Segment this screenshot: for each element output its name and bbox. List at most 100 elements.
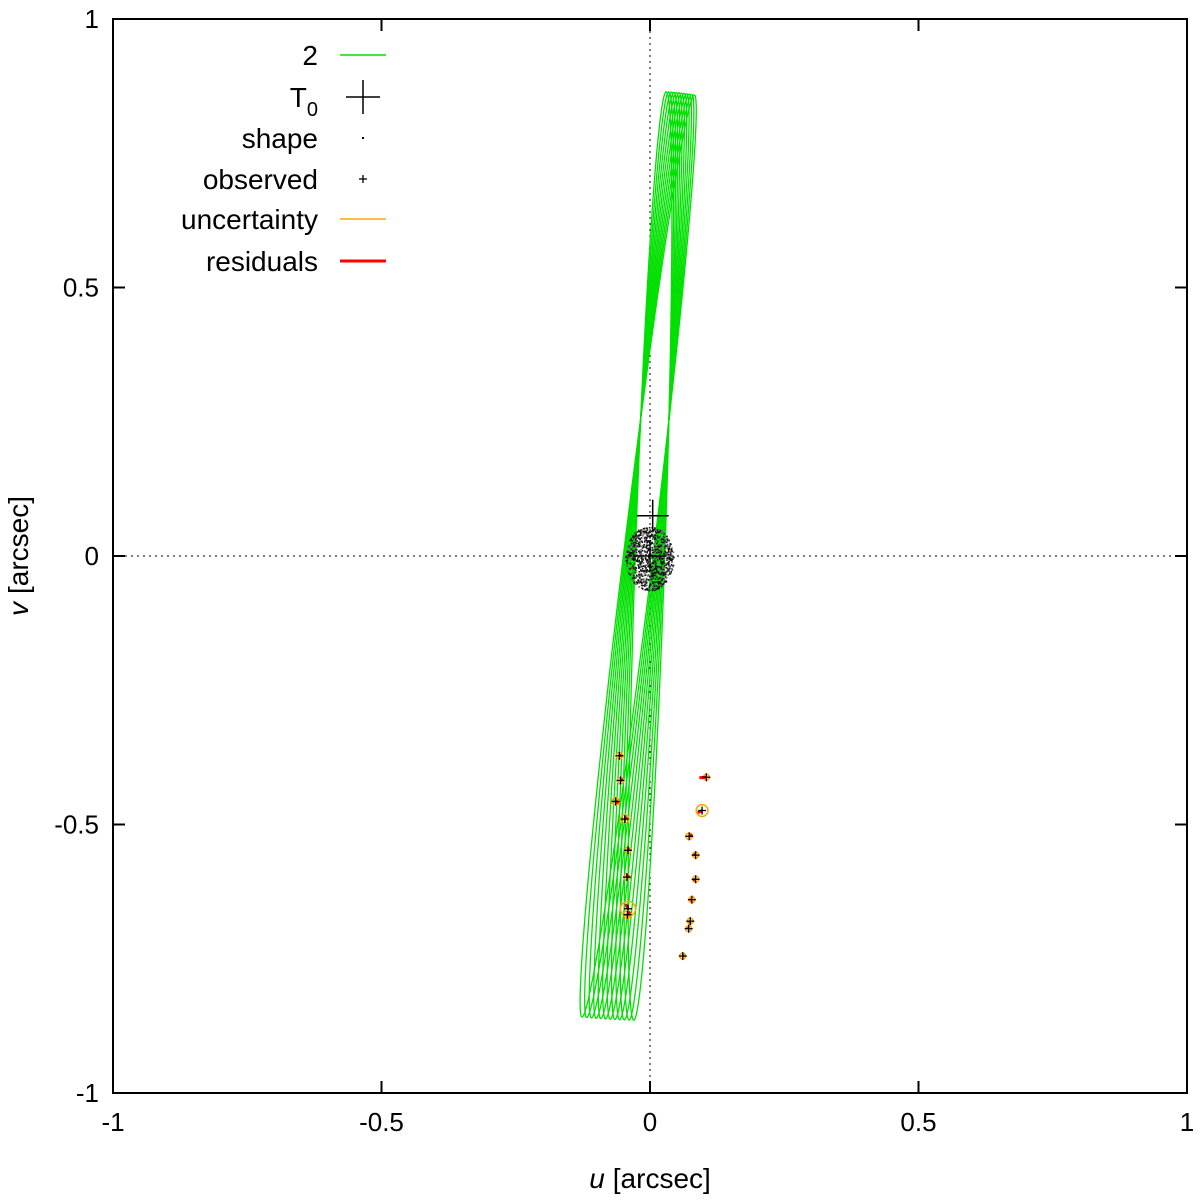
- shape-dot: [640, 579, 643, 581]
- observed-point: [623, 846, 632, 855]
- shape-dot: [639, 542, 641, 545]
- shape-dot: [635, 532, 638, 534]
- shape-dot: [646, 536, 648, 539]
- legend-entry: T0: [290, 80, 380, 121]
- shape-dot: [666, 539, 669, 542]
- shape-dot: [654, 583, 656, 586]
- shape-dot: [634, 535, 637, 537]
- orbit-ellipse: [588, 93, 693, 1019]
- shape-dot: [659, 545, 661, 547]
- shape-dot: [646, 535, 649, 537]
- shape-dot: [639, 575, 642, 577]
- shape-dot: [633, 577, 636, 579]
- shape-dot: [652, 550, 655, 553]
- observed-point: [684, 924, 693, 933]
- shape-dot: [653, 560, 655, 563]
- observed-point: [699, 773, 711, 782]
- shape-dot: [635, 575, 638, 578]
- shape-dot: [639, 538, 641, 541]
- shape-dot: [630, 572, 633, 575]
- observed-point: [622, 873, 631, 882]
- shape-dot: [629, 555, 632, 558]
- shape-dot: [643, 572, 646, 575]
- shape-dot: [661, 563, 663, 566]
- shape-dot: [664, 562, 667, 565]
- shape-dot: [651, 562, 654, 565]
- shape-dot: [630, 554, 632, 557]
- shape-dot: [658, 554, 661, 556]
- shape-dot: [652, 574, 654, 577]
- shape-dot: [635, 581, 638, 583]
- shape-dot: [641, 528, 643, 531]
- shape-dot: [645, 584, 647, 586]
- uncertainty-circle: [619, 814, 630, 825]
- shape-dot: [651, 586, 654, 588]
- shape-dot: [629, 567, 632, 570]
- shape-dot: [659, 568, 662, 571]
- shape-dot: [671, 564, 674, 567]
- y-tick-label: 1: [85, 4, 99, 34]
- shape-dot: [650, 584, 653, 587]
- shape-dot: [645, 558, 647, 561]
- shape-dot: [647, 556, 650, 558]
- shape-dot: [657, 536, 659, 539]
- shape-dot: [654, 541, 656, 543]
- shape-dot: [638, 566, 641, 569]
- shape-dot: [646, 551, 648, 554]
- shape-dot: [639, 553, 642, 555]
- shape-dot: [650, 530, 653, 533]
- shape-dot: [655, 529, 658, 531]
- shape-dot: [668, 562, 670, 565]
- shape-dot: [633, 545, 635, 548]
- shape-dot: [644, 551, 646, 553]
- shape-dot: [666, 553, 668, 555]
- shape-dot: [629, 551, 631, 554]
- shape-dot: [657, 577, 660, 579]
- shape-dot: [639, 573, 641, 575]
- shape-dot: [645, 582, 648, 584]
- shape-dot: [640, 570, 643, 572]
- shape-dot: [648, 575, 651, 577]
- shape-dot: [660, 545, 662, 548]
- shape-dot: [652, 582, 654, 584]
- legend-entry: residuals: [206, 246, 386, 277]
- shape-dot: [627, 552, 630, 554]
- shape-dot: [634, 558, 636, 561]
- shape-dot: [654, 536, 656, 539]
- shape-dot: [641, 565, 643, 568]
- shape-dot: [645, 546, 648, 549]
- shape-dot: [625, 555, 628, 558]
- legend-entry: uncertainty: [181, 204, 386, 235]
- shape-dot: [641, 570, 644, 572]
- shape-dot: [667, 555, 670, 558]
- shape-dot: [634, 568, 637, 571]
- shape-dot: [667, 561, 669, 564]
- shape-dot: [641, 559, 643, 562]
- shape-dot: [668, 568, 670, 570]
- shape-dot: [666, 544, 668, 547]
- shape-dot: [640, 551, 642, 553]
- shape-dot: [642, 533, 645, 535]
- shape-dot: [654, 568, 656, 570]
- shape-dot: [632, 577, 635, 579]
- shape-dot: [648, 526, 651, 529]
- shape-dot: [642, 527, 645, 530]
- x-axis-var: u: [589, 1163, 605, 1194]
- shape-dot: [657, 578, 659, 581]
- x-tick-label: 0.5: [900, 1107, 936, 1137]
- shape-dot: [668, 570, 670, 572]
- shape-dot: [631, 548, 634, 550]
- shape-dot: [661, 538, 664, 540]
- shape-dot: [665, 577, 668, 579]
- shape-dot: [666, 547, 669, 550]
- shape-dot: [667, 551, 669, 554]
- shape-dot: [653, 545, 656, 548]
- shape-dot: [660, 573, 663, 576]
- shape-dot: [650, 554, 653, 557]
- shape-dot: [630, 542, 633, 545]
- shape-dot: [645, 566, 647, 569]
- observed-point: [691, 851, 700, 860]
- shape-dot: [636, 540, 639, 542]
- shape-dot: [671, 550, 673, 552]
- shape-dot: [651, 568, 654, 570]
